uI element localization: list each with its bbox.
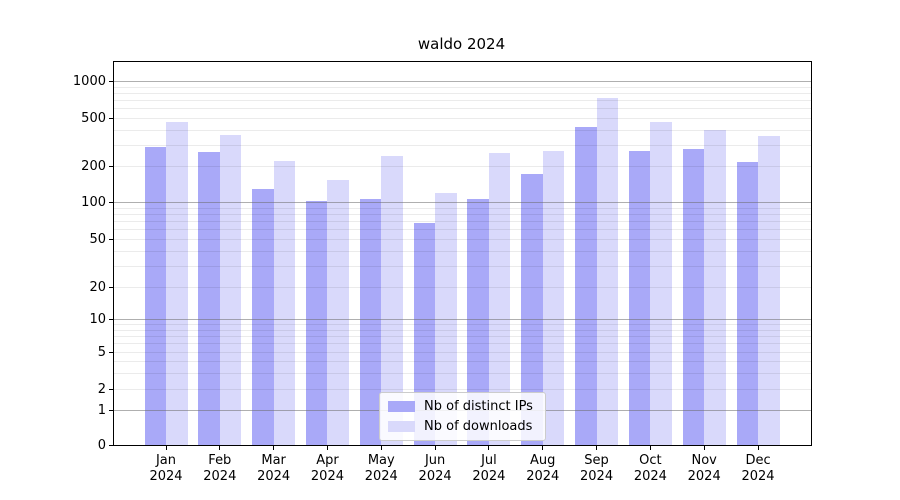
x-axis-tick-label: Jul 2024 xyxy=(472,453,506,484)
bar-distinct-ips-jan xyxy=(144,146,166,445)
bar-distinct-ips-may xyxy=(359,198,382,445)
x-axis-tick xyxy=(165,445,167,450)
chart-title: waldo 2024 xyxy=(417,35,506,53)
bar-distinct-ips-aug xyxy=(521,173,543,445)
bar-distinct-ips-jun xyxy=(413,222,436,445)
x-axis-tick xyxy=(649,445,651,450)
x-axis-tick-label: Feb 2024 xyxy=(203,453,237,484)
y-axis-tick xyxy=(109,201,113,203)
bar-distinct-ips-nov xyxy=(682,148,705,445)
legend: Nb of distinct IPs Nb of downloads xyxy=(379,392,546,441)
x-axis-tick-label: Jun 2024 xyxy=(418,453,452,484)
bar-distinct-ips-apr xyxy=(305,200,328,445)
bar-distinct-ips-mar xyxy=(252,189,274,445)
y-axis-tick-label: 10 xyxy=(89,311,106,327)
bar-downloads-may xyxy=(381,156,403,445)
y-axis-tick xyxy=(109,444,113,446)
legend-label-downloads: Nb of downloads xyxy=(424,419,533,434)
bar-downloads-aug xyxy=(542,151,565,445)
x-axis-tick-label: Apr 2024 xyxy=(310,453,344,484)
x-axis-tick-label: May 2024 xyxy=(364,453,398,484)
bar-downloads-nov xyxy=(704,130,726,445)
bar-downloads-mar xyxy=(273,160,296,445)
bar-distinct-ips-dec xyxy=(736,162,759,445)
x-axis-tick-label: Dec 2024 xyxy=(741,453,775,484)
bar-downloads-apr xyxy=(327,179,349,445)
legend-swatch-distinct-ips xyxy=(388,401,415,412)
bar-downloads-dec xyxy=(758,135,780,445)
y-axis-tick-label: 500 xyxy=(81,110,106,126)
bar-downloads-jun xyxy=(435,192,457,445)
x-axis-tick xyxy=(380,445,382,450)
y-axis-tick xyxy=(109,238,113,240)
minor-gridline xyxy=(114,100,811,102)
x-axis-tick-label: Oct 2024 xyxy=(633,453,667,484)
y-axis-tick-label: 0 xyxy=(97,437,106,453)
x-axis-tick-label: Jan 2024 xyxy=(149,453,183,484)
y-axis-tick xyxy=(109,409,113,411)
y-axis-tick xyxy=(109,117,113,119)
x-axis-tick xyxy=(757,445,759,450)
x-axis-tick xyxy=(542,445,544,450)
x-axis-tick-label: Sep 2024 xyxy=(580,453,614,484)
y-axis-tick-label: 200 xyxy=(81,158,106,174)
y-axis-tick xyxy=(109,351,113,353)
legend-label-distinct-ips: Nb of distinct IPs xyxy=(424,399,533,414)
y-axis-tick-label: 1000 xyxy=(72,73,106,89)
y-axis-tick-label: 2 xyxy=(97,381,106,397)
x-axis-tick xyxy=(273,445,275,450)
x-axis-tick xyxy=(596,445,598,450)
legend-item-downloads: Nb of downloads xyxy=(388,419,533,434)
legend-swatch-downloads xyxy=(388,421,415,432)
y-axis-tick xyxy=(109,286,113,288)
x-axis-tick-label: Aug 2024 xyxy=(526,453,560,484)
bar-distinct-ips-jul xyxy=(467,198,489,445)
x-axis-tick-label: Mar 2024 xyxy=(257,453,291,484)
minor-gridline xyxy=(114,118,811,119)
minor-gridline xyxy=(114,92,811,94)
y-axis-tick-label: 100 xyxy=(81,194,106,210)
bar-distinct-ips-oct xyxy=(628,151,651,445)
y-axis-tick-label: 5 xyxy=(97,344,106,360)
y-axis-tick xyxy=(109,388,113,390)
y-axis-tick-label: 1 xyxy=(97,402,106,418)
bar-distinct-ips-feb xyxy=(198,152,220,445)
bar-downloads-jul xyxy=(488,153,511,445)
x-axis-tick-label: Nov 2024 xyxy=(687,453,721,484)
x-axis-tick xyxy=(488,445,490,450)
plot-area: Nb of distinct IPs Nb of downloads 0 1 2 5 1… xyxy=(73,61,812,484)
bar-downloads-sep xyxy=(596,97,619,445)
minor-gridline xyxy=(114,86,811,88)
x-axis-tick xyxy=(703,445,705,450)
legend-item-distinct-ips: Nb of distinct IPs xyxy=(388,399,533,414)
bar-downloads-jan xyxy=(166,122,188,445)
y-axis-tick-label: 50 xyxy=(89,231,106,247)
minor-gridline xyxy=(114,108,811,110)
y-axis-tick-label: 20 xyxy=(89,279,106,295)
y-axis-tick xyxy=(109,80,113,82)
major-gridline xyxy=(114,81,811,82)
bar-downloads-feb xyxy=(219,134,242,445)
x-axis-tick xyxy=(219,445,221,450)
x-axis-tick xyxy=(434,445,436,450)
x-axis-tick xyxy=(326,445,328,450)
y-axis-tick xyxy=(109,318,113,320)
y-axis-tick xyxy=(109,165,113,167)
bar-distinct-ips-sep xyxy=(575,127,597,445)
bar-downloads-oct xyxy=(650,122,672,445)
